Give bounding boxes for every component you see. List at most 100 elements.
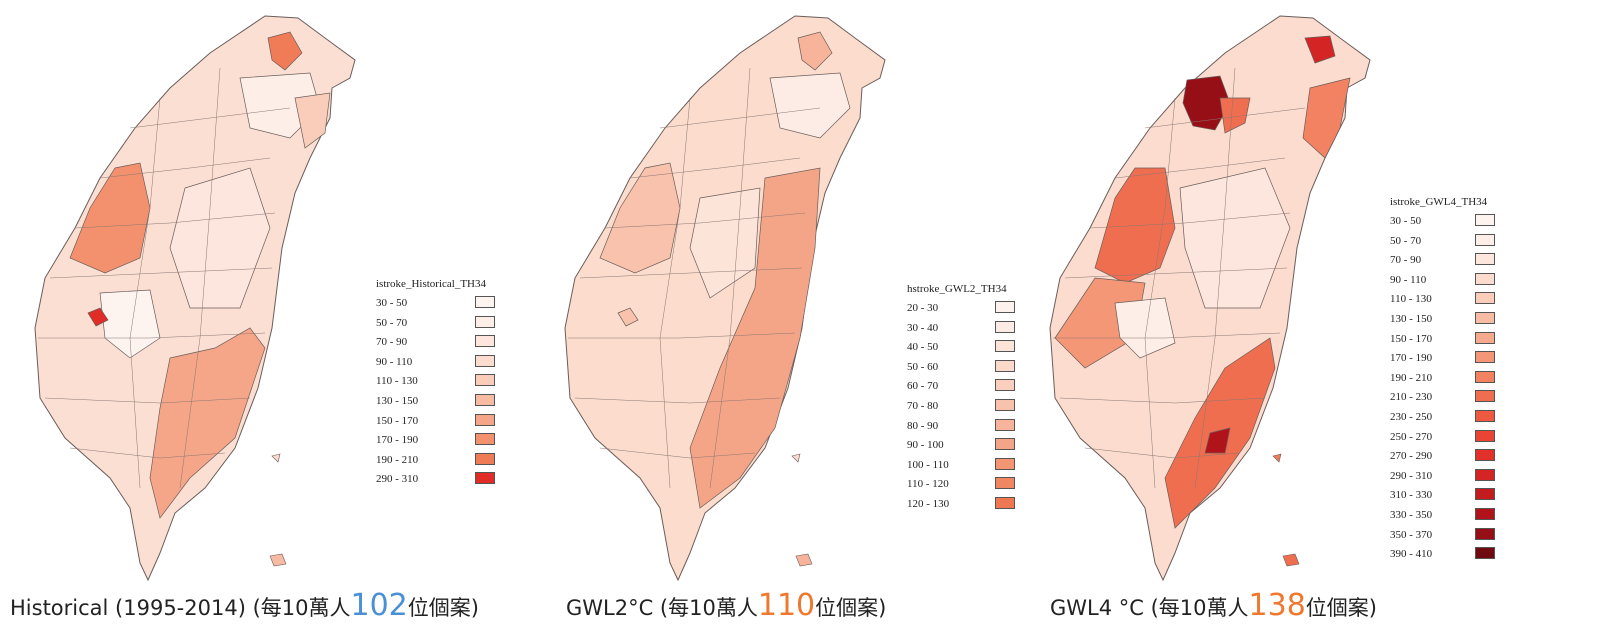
region-hotspot	[87, 307, 109, 327]
legend-item-label: 290 - 310	[376, 473, 419, 486]
legend-item-label: 170 - 190	[376, 434, 419, 447]
legend-item: 350 - 370	[1390, 527, 1505, 548]
legend-item: 290 - 310	[376, 472, 501, 492]
islet-1	[271, 453, 281, 463]
legend-item-swatch	[1475, 370, 1495, 383]
legend-item-label: 100 - 110	[907, 458, 949, 471]
caption-prefix: GWL4 °C (每10萬人	[1050, 596, 1249, 620]
legend-item-label: 70 - 80	[907, 399, 939, 412]
legend-item: 110 - 130	[1390, 292, 1505, 312]
legend-item: 100 - 110	[907, 457, 1022, 478]
legend-gwl2: hstroke_GWL2_TH34 20 - 30 30 - 40 40 - 50 5…	[907, 283, 1022, 517]
legend-item: 30 - 50	[376, 296, 501, 316]
legend-item-swatch	[1475, 351, 1495, 364]
legend-item: 170 - 190	[376, 433, 501, 453]
legend-item-swatch	[1475, 253, 1495, 266]
legend-item-swatch	[995, 379, 1015, 392]
legend-item-label: 290 - 310	[1390, 469, 1433, 482]
legend-item-swatch	[1475, 272, 1495, 285]
region-east-hotspot	[1204, 427, 1231, 454]
legend-item-label: 110 - 130	[376, 375, 418, 388]
legend-item: 50 - 60	[907, 359, 1022, 380]
legend-item-label: 30 - 50	[1390, 215, 1422, 227]
region-east-band	[689, 167, 821, 509]
caption-gwl2: GWL2°C (每10萬人110位個案)	[566, 588, 886, 623]
legend-item: 210 - 230	[1390, 390, 1505, 410]
caption-value: 110	[757, 588, 816, 623]
legend-item-swatch	[1475, 214, 1495, 226]
legend-item: 20 - 30	[907, 301, 1022, 321]
legend-item-label: 120 - 130	[907, 497, 950, 510]
legend-item-label: 40 - 50	[907, 341, 939, 354]
legend-item-swatch	[1475, 468, 1495, 481]
legend-item-label: 350 - 370	[1390, 528, 1433, 541]
legend-item-swatch	[1475, 429, 1495, 442]
legend-item: 330 - 350	[1390, 507, 1505, 528]
legend-item-label: 150 - 170	[1390, 332, 1433, 345]
region-north-cluster	[797, 31, 833, 71]
legend-item-swatch	[995, 340, 1015, 353]
legend-item-label: 70 - 90	[1390, 254, 1422, 267]
region-central-mountain	[1179, 167, 1291, 309]
legend-item-swatch	[475, 472, 495, 485]
legend-item: 30 - 40	[907, 320, 1022, 341]
legend-item-label: 250 - 270	[1390, 430, 1433, 443]
legend-item: 390 - 410	[1390, 547, 1505, 567]
legend-item: 60 - 70	[907, 379, 1022, 399]
legend-item-swatch	[475, 335, 495, 348]
legend-item: 40 - 50	[907, 340, 1022, 360]
region-taipei-ring	[1219, 97, 1251, 134]
legend-item-label: 30 - 50	[376, 297, 408, 309]
legend-item-label: 30 - 40	[907, 321, 939, 334]
legend-item: 110 - 120	[907, 477, 1022, 497]
legend-item-label: 330 - 350	[1390, 508, 1433, 521]
legend-item-label: 110 - 120	[907, 478, 949, 491]
legend-item: 310 - 330	[1390, 488, 1505, 508]
legend-item: 190 - 210	[1390, 370, 1505, 391]
legend-item-swatch	[995, 320, 1015, 333]
legend-item: 30 - 50	[1390, 214, 1505, 234]
legend-item-label: 390 - 410	[1390, 548, 1433, 561]
legend-item-swatch	[995, 457, 1015, 470]
legend-item-swatch	[1475, 233, 1495, 246]
legend-item-label: 50 - 70	[376, 316, 408, 329]
legend-item-swatch	[475, 296, 495, 308]
legend-item-label: 90 - 110	[1390, 273, 1427, 286]
legend-gwl4: istroke_GWL4_TH34 30 - 50 50 - 70 70 - 90 9…	[1390, 196, 1505, 567]
legend-item-swatch	[1475, 449, 1495, 462]
islet-2	[1282, 553, 1300, 567]
legend-item-swatch	[995, 301, 1015, 313]
legend-item-swatch	[1475, 311, 1495, 324]
legend-item-swatch	[995, 477, 1015, 490]
caption-historical: Historical (1995-2014) (每10萬人102位個案)	[10, 588, 479, 623]
caption-suffix: 位個案)	[1305, 596, 1377, 620]
legend-item-label: 310 - 330	[1390, 489, 1433, 502]
legend-item-swatch	[995, 418, 1015, 431]
legend-item-label: 70 - 90	[376, 336, 408, 349]
islet-1	[1272, 453, 1282, 463]
legend-item-swatch	[475, 393, 495, 406]
taiwan-landmass	[564, 15, 886, 582]
legend-item-label: 190 - 210	[376, 453, 419, 466]
legend-item-swatch	[995, 438, 1015, 451]
region-yilan	[294, 92, 331, 149]
caption-prefix: GWL2°C (每10萬人	[566, 596, 758, 620]
district-borders	[568, 67, 821, 489]
legend-item-swatch	[475, 433, 495, 446]
map-gwl4	[1025, 8, 1385, 588]
region-north-cluster	[267, 31, 303, 71]
islet-2	[795, 553, 813, 567]
region-yilan	[1302, 77, 1351, 159]
legend-item-swatch	[475, 354, 495, 367]
legend-item-swatch	[475, 315, 495, 328]
legend-item-label: 190 - 210	[1390, 371, 1433, 384]
region-central-light	[99, 289, 161, 359]
legend-item: 130 - 150	[1390, 311, 1505, 332]
legend-item-swatch	[1475, 527, 1495, 540]
caption-suffix: 位個案)	[815, 596, 887, 620]
legend-item: 150 - 170	[376, 413, 501, 434]
legend-item-label: 50 - 60	[907, 360, 939, 373]
legend-item: 90 - 100	[907, 438, 1022, 458]
map-historical	[10, 8, 370, 588]
islet-2	[269, 553, 287, 567]
